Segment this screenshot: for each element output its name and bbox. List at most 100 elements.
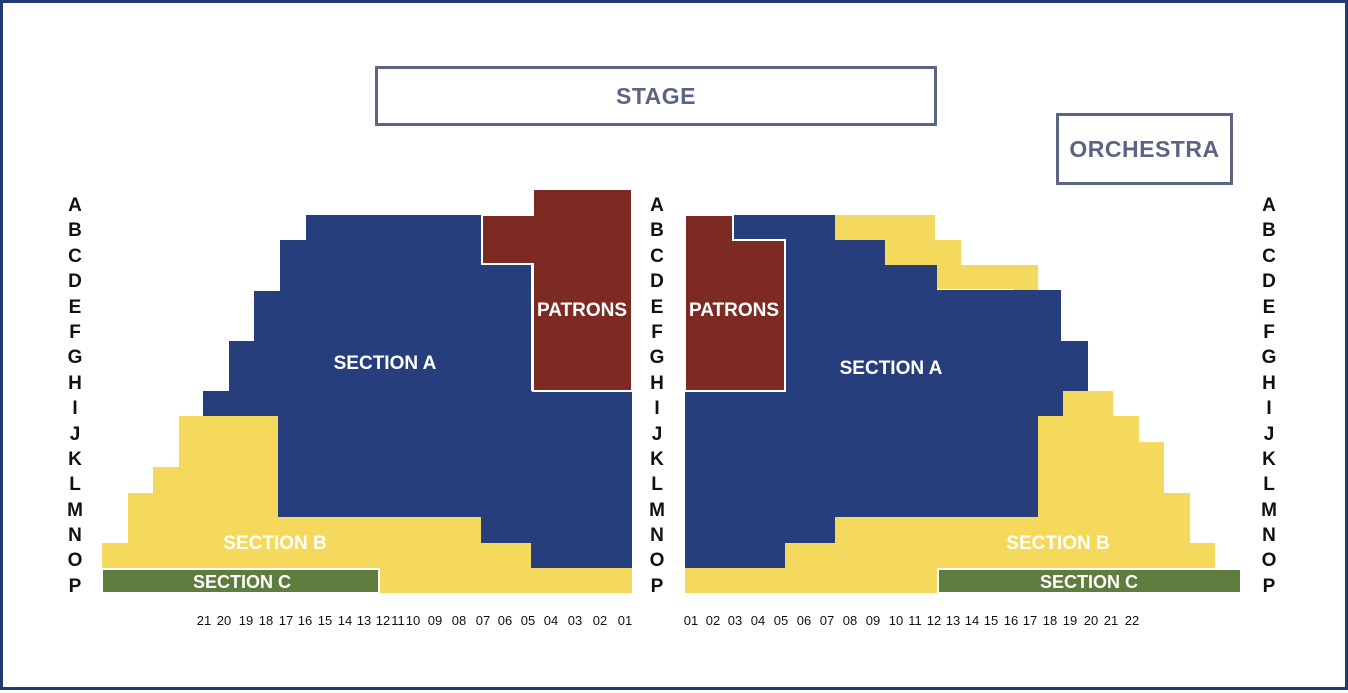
- row-label: I: [654, 398, 660, 420]
- row-label: E: [650, 296, 664, 318]
- left-section-b[interactable]: [102, 416, 632, 593]
- seat-number: 01: [683, 613, 699, 628]
- row-label: K: [1262, 448, 1276, 470]
- seat-numbers-left: 21 20 19 18 17 16 15 14 13 12 11 10 09 08 07 06 05 04 03 02…: [3, 613, 1348, 635]
- row-label: J: [1263, 423, 1275, 445]
- row-label: P: [650, 575, 664, 597]
- row-label: O: [1261, 550, 1277, 572]
- left-section-c-label: SECTION C: [193, 572, 291, 592]
- row-label: O: [67, 550, 83, 572]
- right-section-b-lower[interactable]: [685, 391, 1215, 593]
- seat-number: 10: [888, 613, 904, 628]
- row-label: N: [68, 525, 82, 547]
- seat-number: 11: [908, 613, 922, 628]
- seat-number: 18: [258, 613, 274, 628]
- row-label: C: [68, 245, 82, 267]
- row-label: M: [67, 499, 83, 521]
- left-patrons-label: PATRONS: [537, 300, 627, 321]
- row-label: F: [1263, 321, 1275, 343]
- seat-number: 18: [1042, 613, 1058, 628]
- right-patrons[interactable]: [684, 214, 786, 392]
- row-label: L: [651, 474, 663, 496]
- seat-number: 16: [297, 613, 313, 628]
- row-label: C: [1262, 245, 1276, 267]
- row-label: D: [68, 271, 82, 293]
- seat-number: 16: [1003, 613, 1019, 628]
- orchestra-box: ORCHESTRA: [1056, 113, 1233, 185]
- row-label: P: [68, 575, 82, 597]
- row-label: L: [69, 474, 81, 496]
- row-label: M: [649, 499, 665, 521]
- seat-number: 17: [1022, 613, 1038, 628]
- left-section-b-label: SECTION B: [223, 533, 326, 554]
- seat-number: 20: [216, 613, 232, 628]
- right-section-b-upper[interactable]: [835, 215, 1038, 291]
- left-section-c[interactable]: [101, 568, 380, 594]
- seat-numbers-right: 01 02 03 04 05 06 07 08 09 10 11 12 13 14 15 16 17 18 19 20…: [3, 613, 1348, 635]
- seat-number: 07: [819, 613, 835, 628]
- row-label: A: [68, 195, 82, 216]
- row-label: I: [1266, 398, 1272, 420]
- right-section-c[interactable]: [937, 568, 1242, 594]
- row-label: O: [649, 550, 665, 572]
- orchestra-label: ORCHESTRA: [1069, 135, 1220, 162]
- seat-number: 20: [1083, 613, 1099, 628]
- seat-number: 04: [543, 613, 559, 628]
- seat-number: 03: [567, 613, 583, 628]
- left-section-a-label: SECTION A: [334, 353, 437, 374]
- seat-number: 11: [391, 613, 405, 628]
- seat-number: 02: [705, 613, 721, 628]
- seat-number: 02: [592, 613, 608, 628]
- seat-number: 12: [375, 613, 391, 628]
- stage-label: STAGE: [615, 82, 697, 109]
- row-label: J: [651, 423, 663, 445]
- seat-number: 13: [945, 613, 961, 628]
- row-label: F: [69, 321, 81, 343]
- row-label: G: [1261, 347, 1277, 369]
- stage-box: STAGE: [375, 66, 937, 126]
- row-label: D: [650, 271, 664, 293]
- right-patrons-label: PATRONS: [689, 300, 779, 321]
- seat-number: 19: [238, 613, 254, 628]
- seat-number: 08: [842, 613, 858, 628]
- row-label: L: [1263, 474, 1275, 496]
- left-section-a[interactable]: [203, 215, 632, 568]
- row-label: H: [68, 372, 82, 394]
- seat-number: 14: [964, 613, 980, 628]
- seat-number: 06: [497, 613, 513, 628]
- seat-number: 09: [865, 613, 881, 628]
- row-label: F: [651, 321, 663, 343]
- seat-number: 19: [1062, 613, 1078, 628]
- seat-number: 22: [1124, 613, 1140, 628]
- seat-number: 05: [520, 613, 536, 628]
- seat-number: 07: [475, 613, 491, 628]
- row-label: B: [650, 220, 664, 242]
- seat-number: 08: [451, 613, 467, 628]
- row-label: H: [650, 372, 664, 394]
- seat-number: 15: [317, 613, 333, 628]
- row-label: H: [1262, 372, 1276, 394]
- row-label: K: [650, 448, 664, 470]
- left-patrons[interactable]: [481, 188, 633, 392]
- seat-number: 06: [796, 613, 812, 628]
- row-label: N: [1262, 525, 1276, 547]
- row-label: B: [68, 220, 82, 242]
- seat-number: 17: [278, 613, 294, 628]
- seat-number: 21: [1103, 613, 1119, 628]
- seat-number: 01: [617, 613, 633, 628]
- row-label: N: [650, 525, 664, 547]
- seat-number: 21: [196, 613, 212, 628]
- row-label: A: [650, 195, 664, 216]
- right-section-a-label: SECTION A: [840, 358, 943, 379]
- row-label: C: [650, 245, 664, 267]
- row-label: E: [1262, 296, 1276, 318]
- seat-map: SECTION A SECTION A SECTION B SECTION B …: [101, 188, 1242, 594]
- row-label: B: [1262, 220, 1276, 242]
- row-label: P: [1262, 575, 1276, 597]
- seat-number: 09: [427, 613, 443, 628]
- seat-number: 12: [926, 613, 942, 628]
